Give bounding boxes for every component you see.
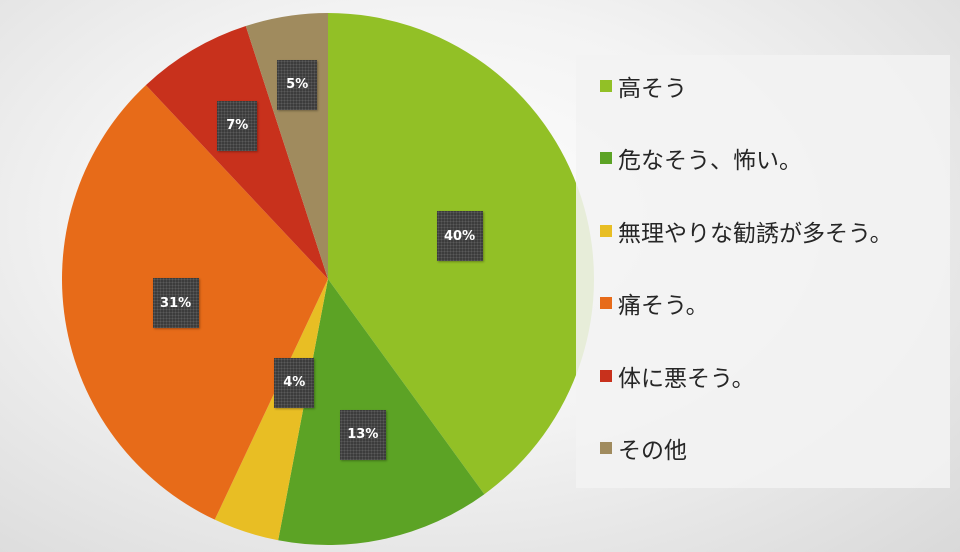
legend-item-0: 高そう	[600, 68, 687, 104]
data-label-4: 7%	[217, 100, 258, 151]
legend-item-1: 危なそう、怖い。	[600, 140, 802, 176]
legend-swatch	[600, 442, 612, 454]
legend-swatch	[600, 369, 612, 382]
legend-label: 高そう	[618, 76, 687, 102]
data-label-3: 31%	[152, 278, 199, 329]
legend-label: 痛そう。	[618, 293, 709, 320]
legend-item-2: 無理やりな勧誘が多そう。	[600, 213, 893, 249]
legend-label: 体に悪そう。	[618, 365, 755, 392]
data-label-0: 40%	[436, 211, 483, 262]
legend-label: 危なそう、怖い。	[618, 148, 802, 175]
legend-swatch	[600, 80, 612, 92]
legend-swatch	[600, 297, 612, 310]
legend-item-3: 痛そう。	[600, 285, 709, 321]
legend-swatch	[600, 224, 612, 237]
data-label-1: 13%	[339, 409, 386, 460]
pie-slice-2	[214, 279, 328, 541]
legend-label: 無理やりな勧誘が多そう。	[618, 220, 893, 247]
legend-item-4: 体に悪そう。	[600, 358, 755, 394]
legend-label: その他	[618, 438, 687, 464]
data-label-2: 4%	[274, 357, 315, 408]
chart-legend: 高そう危なそう、怖い。無理やりな勧誘が多そう。 痛そう。体に悪そう。 その他	[576, 55, 950, 488]
pie-slice-4	[145, 26, 328, 279]
data-label-5: 5%	[277, 59, 318, 110]
legend-item-5: その他	[600, 430, 687, 466]
legend-swatch	[600, 152, 612, 165]
